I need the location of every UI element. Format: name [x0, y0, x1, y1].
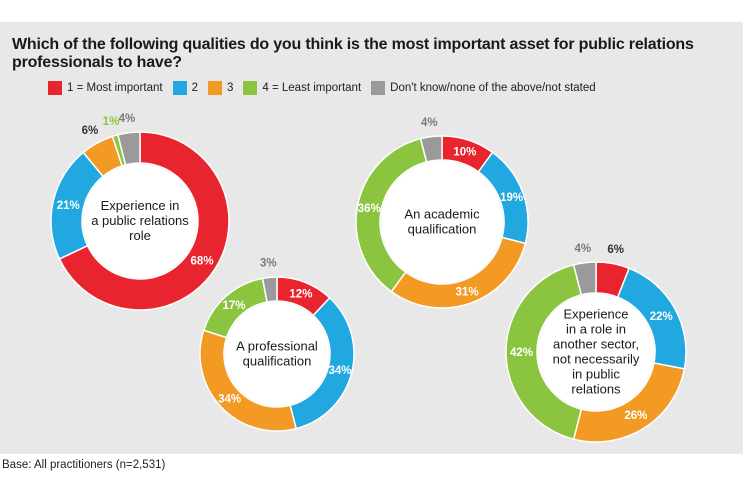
legend-item: 2 [172, 81, 198, 95]
donut-center-label: Experience in [101, 198, 180, 213]
donut-center [225, 302, 329, 406]
slice-label: 1% [103, 116, 120, 128]
donut-center-label: another sector, [553, 337, 639, 352]
chart-title: Which of the following qualities do you … [12, 36, 694, 71]
donut-chart: 68% 21% 6% 1% 4% Experience ina public relati… [50, 113, 230, 311]
legend-label: 3 [226, 82, 234, 94]
footer-note: Base: All practitioners (n=2,531) [2, 459, 166, 471]
donut-chart: 12% 34% 34% 17% 3% A professionalqualificatio… [199, 257, 355, 432]
slice-label: 3% [260, 257, 277, 269]
donut-center-label: role [129, 228, 151, 243]
donut-slice [505, 263, 583, 441]
slice-label: 4% [575, 243, 592, 255]
legend-swatch [243, 81, 258, 95]
donut-center-label: qualification [243, 354, 312, 369]
legend-swatch [172, 81, 187, 95]
legend-item: Don't know/none of the above/not stated [371, 81, 596, 95]
slice-label: 42% [510, 347, 533, 359]
slice-label: 36% [358, 203, 381, 215]
slice-label: 34% [328, 365, 351, 377]
slice-label: 31% [456, 287, 479, 299]
legend-swatch [371, 81, 386, 95]
slice-label: 6% [82, 125, 99, 137]
legend-label: 2 [191, 82, 198, 94]
slice-label: 26% [624, 410, 647, 422]
slice-label: 4% [119, 113, 136, 125]
slice-label: 34% [218, 393, 241, 405]
slice-label: 22% [650, 311, 673, 323]
donut-slice [116, 131, 141, 166]
slice-label: 12% [289, 289, 312, 301]
legend-item: 3 [207, 81, 234, 95]
legend-label: Don't know/none of the above/not stated [390, 82, 596, 94]
legend-label: 1 = Most important [67, 82, 163, 94]
donut-center [83, 164, 197, 278]
legend-label: 4 = Least important [262, 82, 362, 94]
donut-center [538, 294, 654, 410]
donut-slice [572, 261, 597, 296]
donut-center-label: A professional [236, 339, 318, 354]
donut-center-label: in public [572, 367, 620, 382]
donut-slice [261, 276, 278, 303]
donut-center [381, 161, 503, 283]
donut-slice [58, 131, 230, 311]
donut-center-label: in a role in [566, 322, 626, 337]
slice-label: 17% [222, 300, 245, 312]
donut-center-label: An academic [404, 207, 480, 222]
slice-label: 19% [500, 192, 523, 204]
donut-center-label: Experience [563, 307, 628, 322]
slice-label: 10% [453, 147, 476, 159]
legend: 1 = Most important 2 3 4 = Least importa… [48, 80, 606, 96]
slice-label: 21% [57, 200, 80, 212]
legend-swatch [207, 81, 222, 95]
legend-swatch [48, 81, 62, 95]
slice-label: 68% [191, 255, 214, 267]
legend-item: 4 = Least important [243, 81, 361, 95]
legend-item: 1 = Most important [48, 81, 163, 95]
slice-label: 4% [421, 117, 438, 129]
slice-label: 6% [607, 244, 624, 256]
donut-center-label: a public relations [91, 213, 189, 228]
donut-slice [419, 135, 443, 163]
donut-center-label: relations [571, 382, 621, 397]
donut-center-label: qualification [408, 222, 477, 237]
donut-center-label: not necessarily [553, 352, 640, 367]
